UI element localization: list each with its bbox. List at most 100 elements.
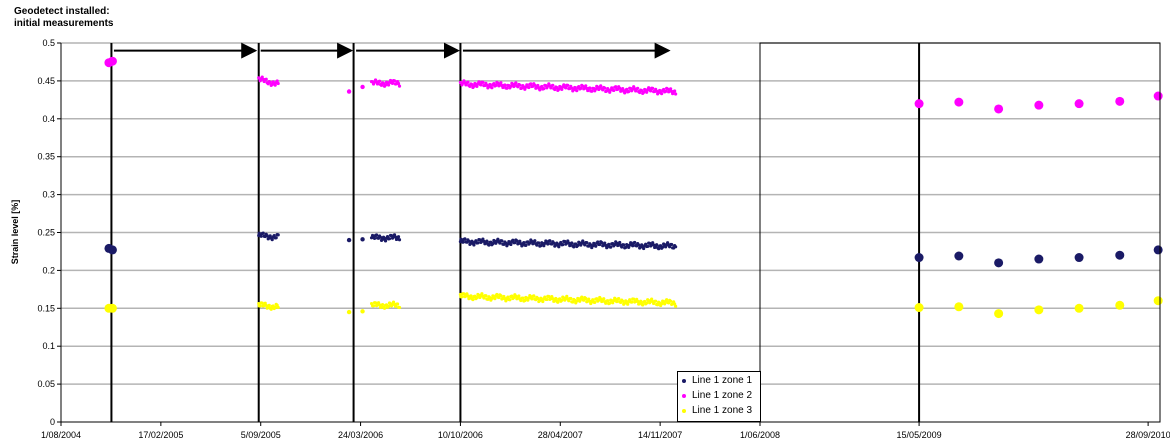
data-point xyxy=(994,104,1004,114)
data-point xyxy=(259,234,263,238)
data-point xyxy=(609,245,613,249)
data-point xyxy=(612,88,616,93)
data-point xyxy=(265,234,269,238)
data-point xyxy=(541,299,545,304)
data-point xyxy=(603,86,607,90)
data-point xyxy=(593,300,597,305)
legend-label-zone-3: Line 1 zone 3 xyxy=(692,405,753,416)
data-point xyxy=(261,231,265,235)
x-tick-label: 14/11/2007 xyxy=(638,430,682,440)
data-point xyxy=(631,244,635,248)
data-point xyxy=(561,243,565,247)
data-point xyxy=(260,301,264,305)
data-point xyxy=(539,244,543,248)
data-point xyxy=(639,299,643,303)
data-point xyxy=(663,302,667,306)
series-1 xyxy=(104,231,1163,268)
data-point xyxy=(523,298,527,303)
data-point xyxy=(397,238,402,242)
data-point xyxy=(654,299,658,303)
data-point xyxy=(391,300,396,304)
data-point xyxy=(630,300,634,304)
legend-item-zone-1: Line 1 zone 1 xyxy=(678,374,760,387)
data-point xyxy=(641,303,645,307)
data-point xyxy=(372,236,377,240)
data-point xyxy=(495,292,499,297)
data-point xyxy=(471,297,475,302)
data-point xyxy=(621,299,625,303)
data-point xyxy=(536,296,540,301)
annotation-line-1: Geodetect installed: xyxy=(14,6,110,17)
data-point xyxy=(467,239,471,243)
data-point xyxy=(579,86,583,90)
data-point xyxy=(360,84,365,90)
data-point xyxy=(954,251,964,261)
data-point xyxy=(565,294,569,298)
data-point xyxy=(479,83,483,87)
x-tick-label: 1/08/2004 xyxy=(41,430,81,440)
data-point xyxy=(1153,296,1163,306)
data-point xyxy=(380,302,385,307)
data-point xyxy=(660,92,664,96)
data-point xyxy=(386,83,391,87)
data-point xyxy=(657,247,661,251)
data-point xyxy=(346,309,352,315)
data-point xyxy=(556,300,560,304)
data-point xyxy=(585,241,589,245)
data-point xyxy=(396,81,401,86)
data-point xyxy=(514,81,518,85)
data-point xyxy=(646,244,650,248)
data-point xyxy=(551,83,555,87)
data-point xyxy=(580,295,584,299)
data-point xyxy=(485,239,489,243)
data-point xyxy=(636,86,640,90)
data-point xyxy=(390,81,395,86)
data-point xyxy=(496,237,500,241)
x-tick-label: 15/05/2009 xyxy=(897,430,942,440)
data-point xyxy=(642,246,646,251)
data-point xyxy=(540,84,544,89)
data-point xyxy=(346,89,352,94)
data-point xyxy=(546,242,550,246)
y-tick-label: 0.25 xyxy=(37,228,55,238)
data-point xyxy=(395,302,400,306)
data-point xyxy=(273,305,277,310)
data-point xyxy=(632,297,636,301)
data-point xyxy=(511,238,515,242)
data-point xyxy=(570,241,574,245)
axes: 0 0.05 0.1 0.15 0.2 0.25 0.3 0.35 0.4 0.45 0.5 1/08… xyxy=(37,38,1170,440)
legend-swatch-zone-3 xyxy=(682,409,686,413)
data-point xyxy=(1115,250,1125,260)
data-point xyxy=(645,90,649,94)
data-point xyxy=(548,239,552,243)
data-point xyxy=(557,245,561,249)
data-marks xyxy=(104,56,1163,319)
data-point xyxy=(1034,254,1044,264)
data-point xyxy=(1034,305,1044,315)
data-point xyxy=(584,84,588,88)
y-tick-label: 0 xyxy=(50,417,55,427)
data-point xyxy=(533,239,537,243)
data-point xyxy=(461,240,465,244)
installation-annotation: Geodetect installed: initial measurement… xyxy=(14,6,113,30)
legend-swatch-zone-1 xyxy=(682,379,686,383)
data-point xyxy=(374,233,379,237)
data-point xyxy=(638,90,642,95)
data-point xyxy=(607,242,611,246)
data-point xyxy=(560,298,564,302)
data-point xyxy=(472,243,476,247)
data-point xyxy=(360,309,365,314)
data-point xyxy=(527,85,531,90)
data-point xyxy=(360,237,365,242)
data-point xyxy=(554,296,558,301)
data-point xyxy=(596,240,600,244)
data-point xyxy=(590,89,594,93)
data-point xyxy=(480,292,484,296)
data-point xyxy=(661,245,665,249)
data-point xyxy=(499,81,503,85)
data-point xyxy=(469,294,473,298)
y-tick-label: 0.4 xyxy=(42,114,55,124)
data-point xyxy=(524,243,528,247)
data-point xyxy=(606,299,610,303)
data-point xyxy=(270,238,274,242)
